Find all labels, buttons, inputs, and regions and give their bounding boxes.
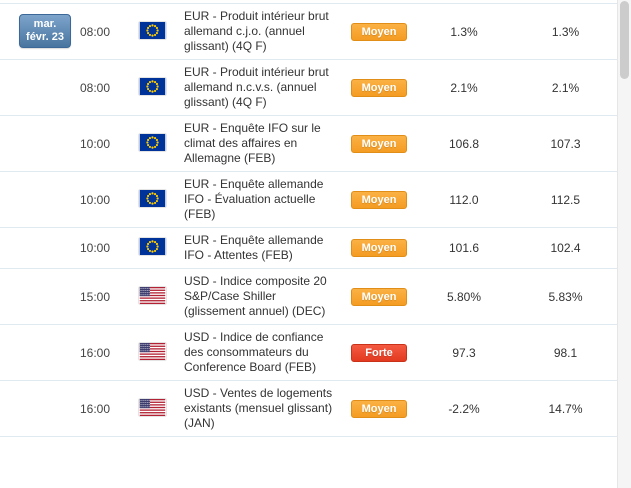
importance-badge: Moyen [351, 239, 407, 257]
previous-value: 1.3% [551, 24, 580, 39]
us-flag-icon [139, 342, 166, 360]
scrollbar-thumb[interactable] [620, 1, 629, 79]
previous-value: 2.1% [551, 80, 580, 95]
importance-badge: Moyen [351, 22, 407, 41]
event-time: 08:00 [79, 80, 111, 95]
forecast-value: 112.0 [449, 192, 479, 207]
calendar-table-body: 08:00 EUR - Produit intérieur brut a [0, 0, 617, 437]
forecast-value: 5.80% [446, 289, 482, 304]
importance-cell: Moyen [344, 22, 414, 41]
table-row[interactable]: 10:00 EUR - Enquête IFO sur le clima [0, 116, 617, 172]
previous-value: 107.3 [550, 136, 581, 151]
importance-cell: Moyen [344, 239, 414, 257]
forecast-value: 97.3 [452, 345, 476, 360]
importance-badge: Moyen [351, 399, 407, 418]
row-divider [0, 0, 617, 4]
event-time: 10:00 [79, 192, 111, 207]
table-row[interactable]: 10:00 EUR - Enquête allemande IFO - [0, 228, 617, 269]
flag-cell [120, 238, 184, 258]
table-row[interactable]: 08:00 EUR - Produit intérieur brut a [0, 4, 617, 60]
weekday-label: mar. [33, 18, 57, 30]
us-flag-icon [139, 286, 166, 304]
flag-cell [120, 286, 184, 307]
event-description: USD - Ventes de logements existants (men… [184, 386, 333, 430]
importance-cell: Moyen [344, 190, 414, 209]
previous-value: 112.5 [550, 192, 581, 207]
eu-flag-icon [139, 133, 166, 151]
importance-badge: Moyen [351, 78, 407, 97]
event-description: EUR - Enquête IFO sur le climat des affa… [184, 121, 321, 165]
event-description: EUR - Produit intérieur brut allemand n.… [184, 65, 329, 109]
eu-flag-icon [139, 21, 166, 39]
event-description: USD - Indice composite 20 S&P/Case Shill… [184, 274, 327, 318]
scrollbar[interactable] [617, 0, 631, 488]
importance-cell: Moyen [344, 287, 414, 306]
event-description: EUR - Produit intérieur brut allemand c.… [184, 9, 329, 53]
event-description: EUR - Enquête allemande IFO - Évaluation… [184, 177, 324, 221]
importance-badge: Forte [351, 343, 407, 362]
importance-badge: Moyen [351, 190, 407, 209]
forecast-value: -2.2% [448, 401, 480, 416]
date-badge: mar. févr. 23 [19, 14, 71, 48]
date-label: févr. 23 [26, 31, 64, 43]
flag-cell [120, 77, 184, 98]
us-flag-icon [139, 398, 166, 416]
forecast-value: 101.6 [448, 241, 480, 255]
importance-cell: Moyen [344, 399, 414, 418]
table-row[interactable]: 16:00 [0, 325, 617, 381]
previous-value: 102.4 [550, 241, 581, 255]
table-row[interactable]: 15:00 [0, 269, 617, 325]
importance-cell: Moyen [344, 134, 414, 153]
eu-flag-icon [139, 238, 166, 255]
previous-value: 98.1 [553, 345, 578, 360]
flag-cell [120, 398, 184, 419]
importance-badge: Moyen [351, 134, 407, 153]
flag-cell [120, 21, 184, 42]
importance-cell: Forte [344, 343, 414, 362]
event-time: 08:00 [79, 24, 111, 39]
event-time: 16:00 [79, 401, 111, 416]
event-description: EUR - Enquête allemande IFO - Attentes (… [184, 233, 324, 262]
forecast-value: 106.8 [448, 136, 480, 151]
event-time: 10:00 [79, 136, 111, 151]
event-time: 15:00 [79, 289, 111, 304]
eu-flag-icon [139, 77, 166, 95]
table-row[interactable]: 16:00 [0, 381, 617, 437]
flag-cell [120, 133, 184, 154]
importance-badge: Moyen [351, 287, 407, 306]
importance-cell: Moyen [344, 78, 414, 97]
event-time: 16:00 [79, 345, 111, 360]
event-time: 10:00 [79, 241, 111, 255]
table-row[interactable]: 10:00 EUR - Enquête allemande IFO - [0, 172, 617, 228]
flag-cell [120, 189, 184, 210]
flag-cell [120, 342, 184, 363]
event-description: USD - Indice de confiance des consommate… [184, 330, 324, 374]
previous-value: 14.7% [548, 401, 583, 416]
eu-flag-icon [139, 189, 166, 207]
table-row[interactable]: 08:00 EUR - Produit intérieur brut a [0, 60, 617, 116]
forecast-value: 1.3% [450, 24, 478, 39]
forecast-value: 2.1% [450, 80, 478, 95]
previous-value: 5.83% [548, 289, 583, 304]
